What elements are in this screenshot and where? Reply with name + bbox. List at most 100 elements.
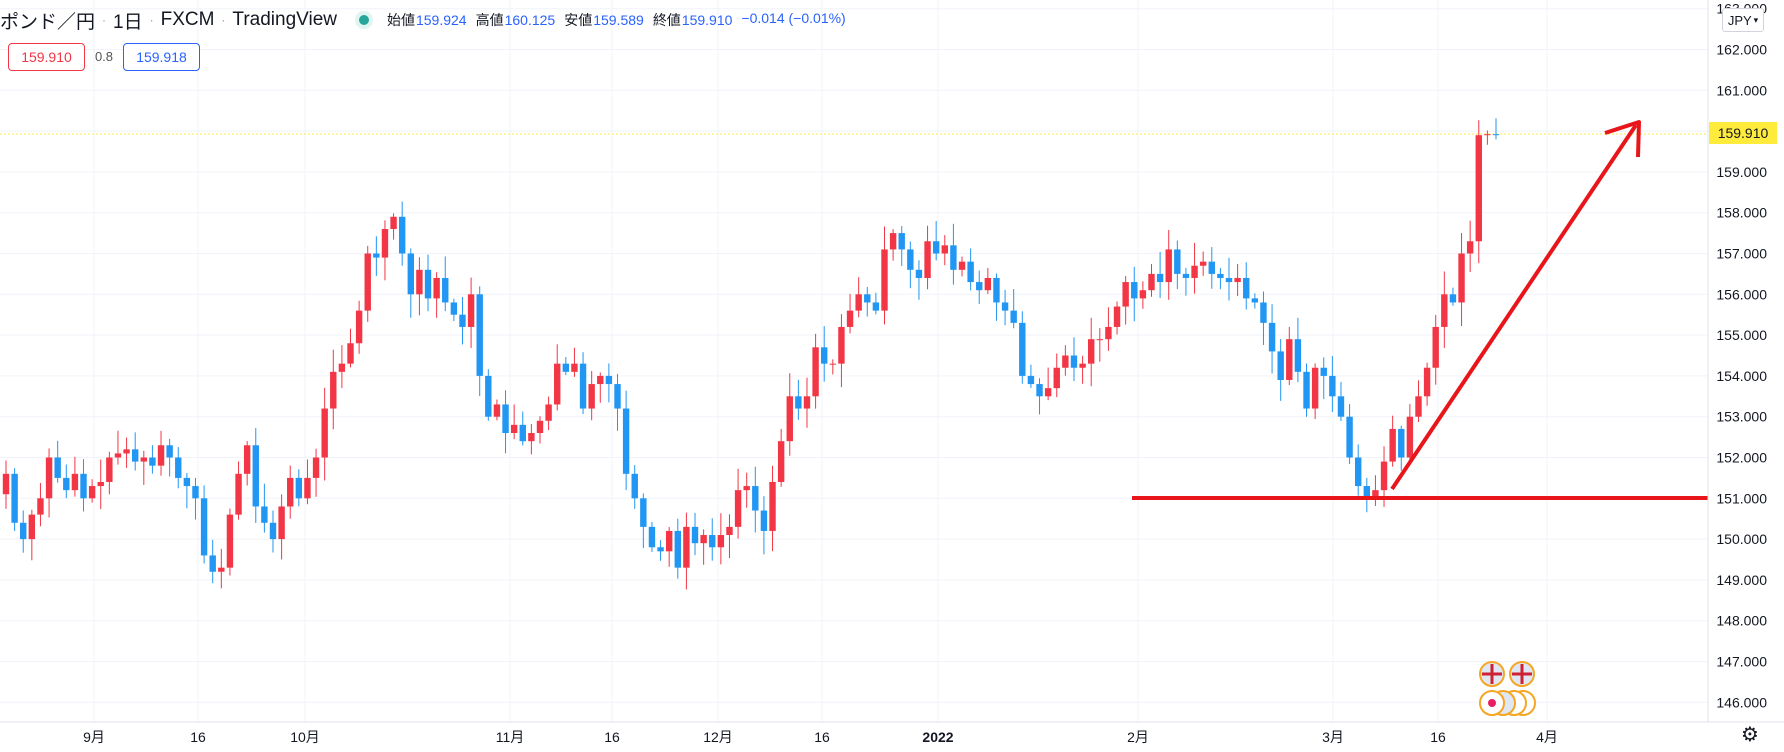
candle-body: [1372, 490, 1379, 499]
time-tick-label: 2022: [922, 729, 953, 745]
candle-body: [1225, 277, 1233, 283]
candle: [1139, 281, 1147, 309]
candle-body: [1423, 367, 1431, 397]
candle: [1484, 130, 1491, 145]
price-tick-label: 150.000: [1716, 531, 1767, 547]
candle: [97, 459, 104, 510]
candle: [838, 314, 845, 388]
candle-body: [1320, 367, 1327, 376]
bid-price-button[interactable]: 159.910: [8, 43, 85, 71]
candle-body: [889, 233, 897, 250]
candle-body: [502, 404, 509, 434]
candle: [562, 357, 570, 376]
candle-body: [976, 282, 983, 291]
separator: ·: [102, 13, 107, 27]
candle-body: [1277, 351, 1284, 380]
uptrend-arrow[interactable]: [1390, 123, 1638, 491]
time-tick-label: 10月: [290, 729, 320, 745]
candle: [726, 514, 733, 559]
ask-price-button[interactable]: 159.918: [123, 43, 200, 71]
candle: [752, 466, 759, 533]
candle: [1243, 262, 1250, 310]
candle-body: [657, 547, 664, 552]
candle-body: [442, 277, 449, 303]
candle-body: [932, 241, 940, 254]
candle: [183, 473, 191, 509]
candle: [717, 513, 725, 565]
candle: [640, 493, 647, 549]
candle-body: [398, 216, 406, 254]
candle-body: [476, 294, 483, 376]
gear-icon[interactable]: ⚙: [1741, 724, 1759, 746]
candle: [1208, 247, 1215, 289]
candle-body: [907, 249, 914, 270]
interval-label[interactable]: 1日: [113, 11, 143, 33]
candle: [528, 424, 535, 455]
candle-body: [252, 445, 259, 507]
candle: [1337, 382, 1345, 422]
candle-body: [1294, 339, 1302, 372]
candle-body: [1070, 355, 1078, 368]
price-tick-label: 159.000: [1716, 164, 1767, 180]
candle: [1389, 415, 1396, 467]
low-label: 安値: [564, 12, 593, 28]
candle: [20, 510, 27, 553]
time-axis[interactable]: 9月 16 10月 11月 16 12月 16 2022 2月 3月 16 4月: [83, 729, 1558, 745]
candle-body: [958, 261, 966, 270]
spread-value: 0.8: [94, 48, 114, 64]
candle-body: [924, 241, 931, 278]
candle: [984, 267, 992, 295]
low-value: 159.589: [593, 12, 644, 28]
candle-body: [1156, 273, 1164, 283]
candle: [812, 333, 819, 409]
candle-body: [588, 384, 595, 409]
candle: [1286, 326, 1293, 386]
candle-body: [1122, 282, 1129, 307]
candle-body: [1062, 355, 1069, 368]
candle: [1363, 477, 1371, 513]
candle: [898, 226, 905, 267]
candle: [665, 527, 673, 567]
exchange-label: FXCM: [160, 9, 215, 30]
price-tick-label: 154.000: [1716, 368, 1767, 384]
candle-body: [1053, 367, 1060, 389]
candle: [347, 328, 354, 368]
trend-annotation[interactable]: [1132, 120, 1708, 500]
candle-body: [1466, 241, 1474, 254]
price-tick-label: 158.000: [1716, 205, 1767, 221]
price-tick-label: 148.000: [1716, 613, 1767, 629]
price-axis[interactable]: 146.000 147.000 148.000 149.000 150.000 151.0…: [1716, 1, 1767, 711]
market-status-icon[interactable]: [358, 15, 369, 25]
candle-body: [355, 310, 363, 344]
candle-body: [1105, 326, 1112, 340]
candle: [261, 483, 268, 533]
candle-body: [709, 535, 716, 548]
candle: [1303, 363, 1310, 417]
event-icons[interactable]: [1479, 661, 1536, 716]
candle-body: [209, 555, 216, 572]
candle: [709, 518, 716, 561]
candle-body: [640, 498, 647, 527]
candle-body: [407, 253, 414, 295]
candle: [1329, 356, 1336, 413]
currency-dropdown[interactable]: JPY ▾: [1722, 8, 1764, 32]
candle-body: [1475, 135, 1482, 242]
candle: [1027, 364, 1035, 388]
candle: [123, 437, 130, 468]
candle: [54, 440, 61, 483]
candle: [175, 447, 182, 489]
candle: [795, 379, 802, 420]
candle-body: [166, 445, 173, 458]
symbol-name[interactable]: ポンド／円: [0, 11, 96, 33]
candle: [390, 213, 397, 240]
candle: [571, 347, 578, 377]
close-value: 159.910: [681, 12, 733, 28]
candle: [907, 241, 914, 289]
high-value: 160.125: [504, 12, 556, 28]
candle-body: [545, 404, 552, 421]
candle: [777, 428, 785, 487]
time-tick-label: 16: [1430, 729, 1446, 745]
candle: [734, 468, 742, 539]
candle-body: [1139, 290, 1147, 299]
